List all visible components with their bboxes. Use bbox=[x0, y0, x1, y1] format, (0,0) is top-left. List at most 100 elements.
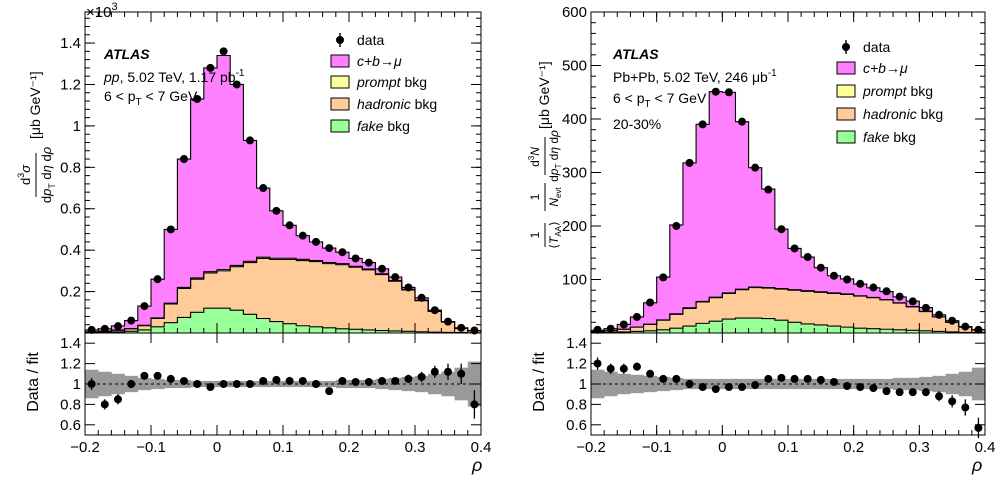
left-ytick-label: 0.4 bbox=[60, 242, 81, 259]
left-legend-swatch-prompt bbox=[330, 75, 350, 89]
right-bar bbox=[761, 318, 776, 333]
left-bar bbox=[335, 252, 350, 264]
right-ratio-point bbox=[724, 383, 733, 392]
right-bar bbox=[696, 124, 710, 302]
svg-text:d3N: d3N bbox=[527, 147, 542, 167]
right-bar bbox=[827, 293, 841, 327]
svg-text:1: 1 bbox=[528, 193, 542, 200]
right-series-0 bbox=[591, 318, 986, 333]
right-ratio-band bbox=[630, 374, 644, 394]
right-legend-swatch-prompt bbox=[836, 84, 856, 98]
left-ratio-ytick-label: 0.6 bbox=[60, 417, 81, 434]
right-data-point bbox=[659, 273, 668, 282]
left-bar bbox=[269, 258, 284, 260]
left-data-point bbox=[417, 293, 426, 302]
left-ratio-point bbox=[298, 376, 307, 385]
left-bar bbox=[362, 329, 376, 333]
right-data-point bbox=[908, 297, 917, 306]
right-ratio-point bbox=[816, 375, 825, 384]
left-ratio-point bbox=[338, 376, 347, 385]
left-bar bbox=[203, 308, 218, 333]
left-bar bbox=[415, 331, 429, 333]
left-ytick-label: 0.6 bbox=[60, 201, 81, 218]
right-ratio-point bbox=[698, 383, 707, 392]
left-ratio-point bbox=[259, 376, 268, 385]
left-ratio-ytitle: Data / fit bbox=[25, 352, 42, 412]
left-bar bbox=[217, 55, 231, 270]
right-bar bbox=[669, 328, 684, 333]
left-bar bbox=[349, 267, 363, 330]
left-bar bbox=[309, 326, 323, 333]
right-data-point bbox=[882, 287, 891, 296]
left-bar bbox=[111, 330, 125, 332]
right-ratio-ytick-label: 1 bbox=[579, 376, 587, 393]
left-data-point bbox=[272, 206, 281, 215]
left-data-point bbox=[166, 225, 175, 234]
left-bar bbox=[269, 210, 284, 259]
left-bar bbox=[230, 266, 244, 311]
right-ratio-ytick-label: 1.2 bbox=[566, 356, 587, 373]
left-bar bbox=[151, 318, 165, 327]
right-legend-label-cb: c+b→μ bbox=[863, 60, 908, 76]
right-ytick-label: 600 bbox=[562, 4, 587, 21]
right-data-point bbox=[593, 325, 602, 334]
right-ratio-point bbox=[685, 380, 694, 388]
right-ratio-point bbox=[711, 385, 720, 394]
right-bar bbox=[774, 320, 789, 333]
right-ratio-point bbox=[974, 423, 983, 432]
left-bar bbox=[349, 329, 363, 333]
left-atlas-label: ATLAS bbox=[103, 46, 150, 62]
left-data-point bbox=[404, 283, 413, 292]
left-ratio-band bbox=[441, 371, 455, 397]
right-data-point bbox=[803, 253, 812, 262]
right-bar bbox=[722, 319, 736, 333]
right-bar bbox=[893, 329, 907, 333]
right-bar bbox=[709, 91, 723, 298]
right-ratio-point bbox=[632, 362, 641, 371]
left-legend-swatch-cb bbox=[330, 54, 350, 68]
right-bar bbox=[801, 323, 815, 333]
right-bar bbox=[656, 277, 671, 320]
left-info-line-1: pp, 5.02 TeV, 1.17 pb-1 bbox=[103, 68, 245, 85]
right-ratio-ytick-label: 0.8 bbox=[566, 396, 587, 413]
left-bar bbox=[151, 279, 165, 318]
right-ratio-ytitle: Data / fit bbox=[531, 352, 548, 412]
right-legend-label-data: data bbox=[863, 39, 890, 55]
left-data-point bbox=[364, 258, 373, 267]
right-bar bbox=[630, 316, 644, 328]
left-bar bbox=[190, 98, 205, 278]
right-info-line-2: 6 < pT < 7 GeV bbox=[613, 90, 707, 110]
right-series-outline bbox=[590, 91, 986, 333]
left-bar bbox=[124, 331, 139, 333]
right-bar bbox=[906, 306, 920, 331]
right-bar bbox=[761, 189, 776, 288]
right-ratio-band bbox=[709, 378, 723, 390]
left-bar bbox=[296, 235, 310, 260]
right-legend-swatch-fake bbox=[836, 130, 856, 144]
right-bar bbox=[735, 121, 749, 290]
left-legend-label-data: data bbox=[357, 32, 384, 48]
left-bar bbox=[375, 330, 389, 333]
right-xtick-label: 0.1 bbox=[778, 439, 799, 456]
right-ratio-band bbox=[774, 378, 789, 390]
right-bar bbox=[774, 289, 789, 321]
left-bar bbox=[322, 263, 337, 328]
svg-text:d3σ: d3σ bbox=[16, 164, 33, 185]
right-legend-label-hadronic: hadronic bkg bbox=[863, 106, 943, 122]
left-data-point bbox=[338, 248, 347, 257]
left-data-point bbox=[219, 47, 228, 56]
right-ratio-plot: 0.6 0.8 1 1.2 1.4 −0.2 −0.1 0 0.1 0.2 0.3 0.4 bbox=[566, 332, 995, 456]
right-bar bbox=[761, 288, 776, 319]
right-ratio-point bbox=[948, 397, 957, 406]
right-ratio-band bbox=[906, 377, 920, 391]
left-xtick-label: −0.1 bbox=[136, 439, 166, 456]
left-data-point bbox=[457, 323, 466, 332]
left-bar bbox=[124, 320, 139, 329]
right-ratio-ytick-label: 0.6 bbox=[566, 417, 587, 434]
right-bar bbox=[748, 287, 763, 319]
right-ratio-band bbox=[761, 378, 776, 390]
right-data-point bbox=[948, 316, 957, 325]
left-data-point bbox=[430, 306, 439, 315]
right-ratio-point bbox=[672, 374, 681, 383]
